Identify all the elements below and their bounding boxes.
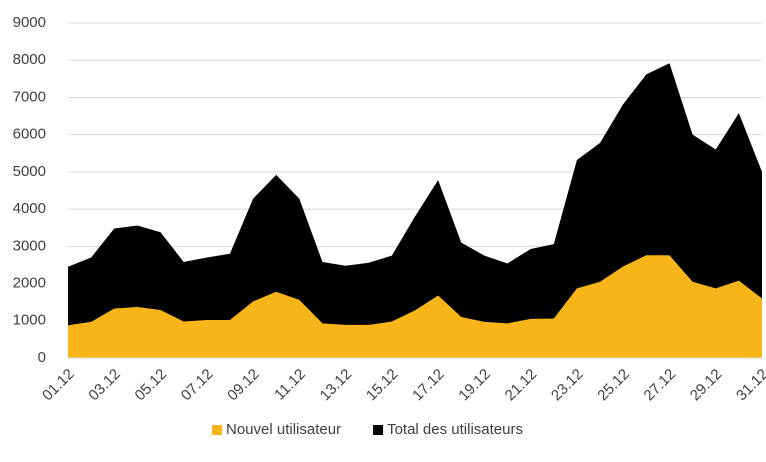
x-tick-label: 29.12 xyxy=(687,366,726,405)
x-tick-label: 17.12 xyxy=(409,366,448,405)
area xyxy=(68,255,762,358)
y-tick-label: 6000 xyxy=(13,126,46,143)
y-tick-label: 4000 xyxy=(13,200,46,217)
x-tick-label: 13.12 xyxy=(317,366,356,405)
legend-label: Nouvel utilisateur xyxy=(226,421,341,438)
x-tick-label: 05.12 xyxy=(132,366,171,405)
legend-swatch xyxy=(212,425,222,435)
y-tick-label: 5000 xyxy=(13,163,46,180)
y-tick-label: 1000 xyxy=(13,312,46,329)
x-tick-label: 15.12 xyxy=(363,366,402,405)
x-tick-label: 11.12 xyxy=(271,366,309,404)
y-tick-label: 3000 xyxy=(13,237,46,254)
y-tick-label: 7000 xyxy=(13,88,46,105)
legend-swatch xyxy=(373,425,384,435)
y-tick-label: 0 xyxy=(38,349,46,366)
area xyxy=(68,63,762,358)
x-tick-label: 19.12 xyxy=(455,366,494,405)
x-tick-label: 21.12 xyxy=(502,366,541,405)
x-tick-label: 23.12 xyxy=(548,366,587,405)
x-tick-label: 01.12 xyxy=(39,366,78,405)
y-tick-label: 8000 xyxy=(13,51,46,68)
x-tick-label: 27.12 xyxy=(641,366,680,405)
y-tick-label: 2000 xyxy=(13,275,46,292)
x-tick-label: 07.12 xyxy=(178,366,217,405)
x-tick-label: 03.12 xyxy=(85,366,124,405)
y-tick-label: 9000 xyxy=(13,14,46,31)
x-tick-label: 31.12 xyxy=(733,366,766,405)
legend-label: Total des utilisateurs xyxy=(387,421,523,438)
x-tick-label: 09.12 xyxy=(224,366,263,405)
x-tick-label: 25.12 xyxy=(594,366,633,405)
